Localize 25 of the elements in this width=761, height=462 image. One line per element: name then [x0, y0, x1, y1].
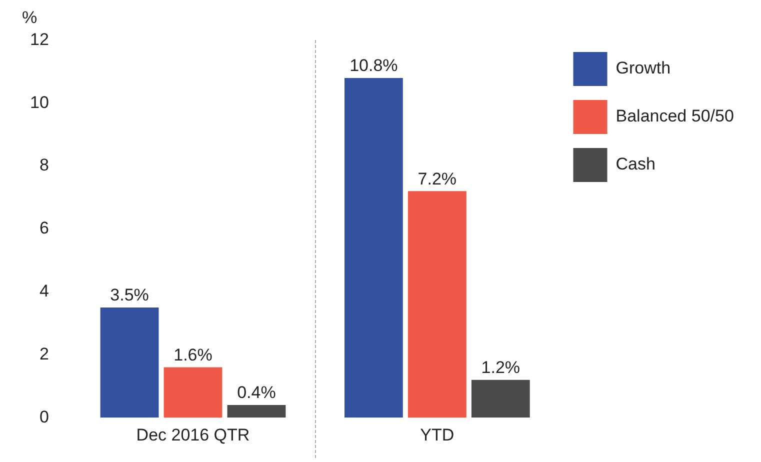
bar — [227, 405, 286, 418]
legend-label: Growth — [616, 58, 671, 78]
bar — [164, 367, 222, 418]
bar — [344, 78, 403, 418]
x-tick-label: YTD — [420, 425, 454, 444]
y-tick-label: 2 — [39, 344, 49, 364]
data-label: 10.8% — [350, 56, 398, 76]
y-tick-label: 10 — [30, 92, 49, 112]
data-label: 0.4% — [237, 383, 276, 402]
legend-label: Balanced 50/50 — [616, 106, 734, 126]
bar — [471, 380, 530, 418]
bar — [100, 308, 159, 418]
y-tick-label: 4 — [39, 281, 49, 300]
data-label: 1.6% — [174, 345, 212, 364]
legend-label: Cash — [616, 154, 656, 174]
x-tick-label: Dec 2016 QTR — [136, 425, 250, 444]
y-tick-label: 8 — [39, 156, 49, 175]
y-axis-title: % — [22, 8, 38, 28]
data-label: 1.2% — [481, 358, 520, 378]
data-label: 3.5% — [110, 286, 149, 305]
y-tick-label: 6 — [39, 218, 49, 238]
y-tick-label: 0 — [39, 407, 49, 426]
data-label: 7.2% — [418, 169, 457, 188]
bar — [408, 191, 466, 418]
y-tick-label: 12 — [30, 30, 49, 49]
